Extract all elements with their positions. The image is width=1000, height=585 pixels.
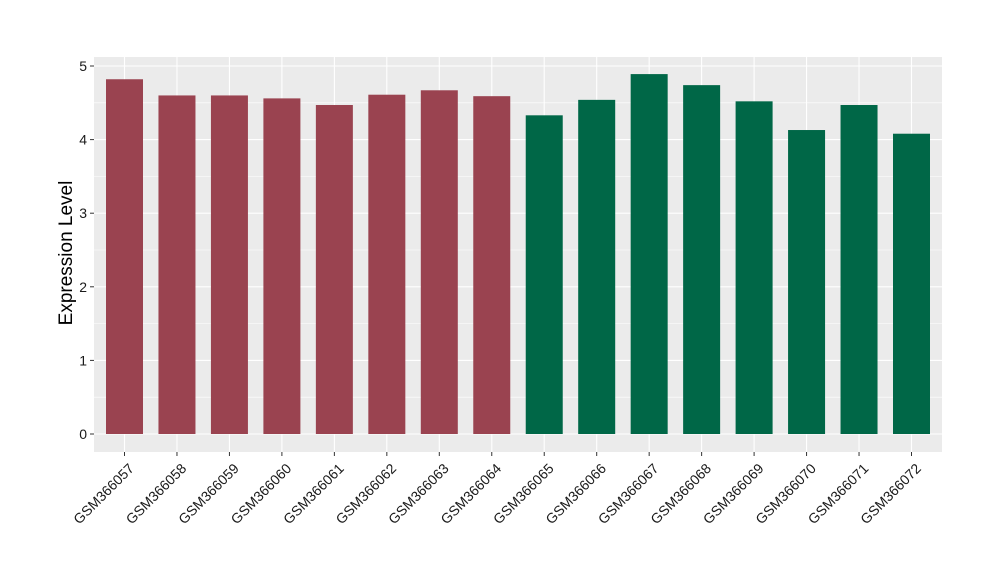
- y-axis: 0 1 2 3 4 5: [79, 58, 94, 442]
- y-tick-label: 3: [79, 205, 87, 221]
- bar-GSM366057: [106, 79, 143, 435]
- bar-GSM366072: [893, 133, 930, 434]
- bars: [106, 74, 930, 435]
- bar-GSM366060: [263, 98, 301, 434]
- x-axis: GSM366057GSM366058GSM366059GSM366060GSM3…: [70, 452, 924, 527]
- y-tick-label: 1: [79, 352, 87, 368]
- bar-GSM366066: [578, 99, 616, 434]
- bar-GSM366070: [788, 130, 826, 435]
- bar-GSM366059: [210, 95, 248, 434]
- bar-GSM366061: [315, 105, 353, 435]
- bar-GSM366065: [525, 115, 563, 434]
- bar-GSM366067: [630, 74, 668, 434]
- y-axis-title: Expression Level: [56, 181, 77, 326]
- y-tick-label: 2: [79, 279, 87, 295]
- bar-GSM366068: [683, 85, 721, 435]
- y-tick-label: 5: [79, 58, 87, 74]
- y-tick-label: 0: [79, 426, 87, 442]
- bar-GSM366069: [735, 101, 773, 434]
- bar-GSM366071: [840, 105, 878, 435]
- bar-GSM366058: [158, 95, 196, 434]
- bar-GSM366062: [368, 94, 406, 434]
- y-tick-label: 4: [79, 132, 87, 148]
- bar-GSM366064: [473, 96, 511, 435]
- bar-GSM366063: [420, 90, 458, 435]
